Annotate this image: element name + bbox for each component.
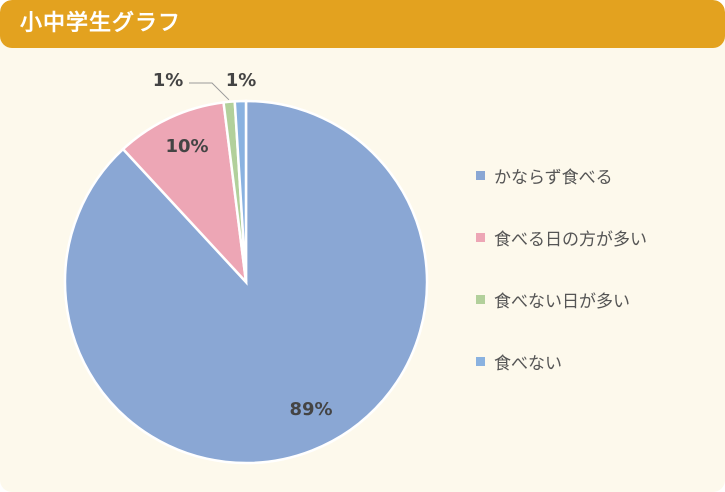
legend-label-0: かならず食べる bbox=[494, 167, 613, 188]
legend-item-3: 食べない bbox=[476, 346, 716, 376]
legend-swatch-3 bbox=[476, 356, 485, 366]
legend-item-1: 食べる日の方が多い bbox=[476, 222, 716, 252]
data-label-1: 10% bbox=[165, 136, 208, 157]
legend-label-1: 食べる日の方が多い bbox=[494, 229, 647, 250]
legend-swatch-2 bbox=[476, 294, 485, 304]
legend-item-2: 食べない日が多い bbox=[476, 284, 716, 314]
leader-line bbox=[189, 82, 230, 101]
pie-slice-3 bbox=[233, 99, 248, 283]
data-label-3: 1% bbox=[226, 70, 257, 91]
legend-swatch-0 bbox=[476, 170, 485, 180]
data-label-2: 1% bbox=[153, 70, 184, 91]
legend-label-3: 食べない bbox=[494, 353, 562, 374]
data-label-0: 89% bbox=[289, 399, 332, 420]
header-bar: 小中学生グラフ bbox=[0, 0, 725, 48]
chart-header-title: 小中学生グラフ bbox=[20, 11, 182, 36]
pie-slice-1 bbox=[121, 101, 248, 286]
legend-label-2: 食べない日が多い bbox=[494, 291, 630, 312]
legend-swatch-1 bbox=[476, 232, 485, 242]
legend-item-0: かならず食べる bbox=[476, 160, 716, 190]
